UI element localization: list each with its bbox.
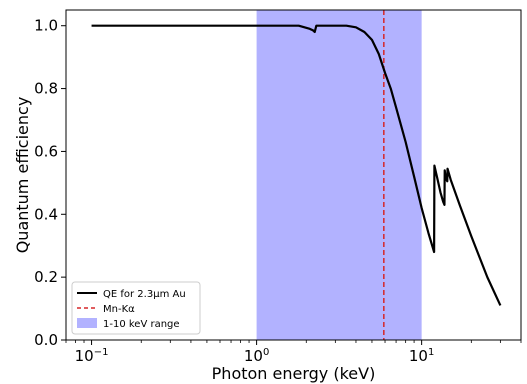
legend-label-qe: QE for 2.3μm Au xyxy=(103,289,186,300)
legend: QE for 2.3μm Au Mn-Kα 1-10 keV range xyxy=(71,281,201,335)
x-tick-label: 10−1 xyxy=(75,347,109,365)
y-tick-label: 1.0 xyxy=(34,17,58,35)
y-tick-label: 0.0 xyxy=(34,331,58,349)
plot-frame xyxy=(65,9,522,341)
y-axis-title: Quantum efficiency xyxy=(13,97,32,254)
y-tick-label: 0.8 xyxy=(34,80,58,98)
legend-box xyxy=(71,281,201,335)
x-tick-label: 101 xyxy=(409,347,434,365)
y-tick-label: 0.4 xyxy=(34,205,58,223)
x-axis-title: Photon energy (keV) xyxy=(212,364,376,383)
x-tick-label: 100 xyxy=(244,347,269,365)
qe-curve-line xyxy=(91,24,502,306)
energy-range-span xyxy=(256,10,422,340)
y-tick-label: 0.2 xyxy=(34,268,58,286)
legend-label-mn-ka: Mn-Kα xyxy=(103,304,135,315)
legend-swatch-range xyxy=(77,318,97,328)
legend-label-range: 1-10 keV range xyxy=(103,319,180,330)
y-tick-label: 0.6 xyxy=(34,142,58,160)
